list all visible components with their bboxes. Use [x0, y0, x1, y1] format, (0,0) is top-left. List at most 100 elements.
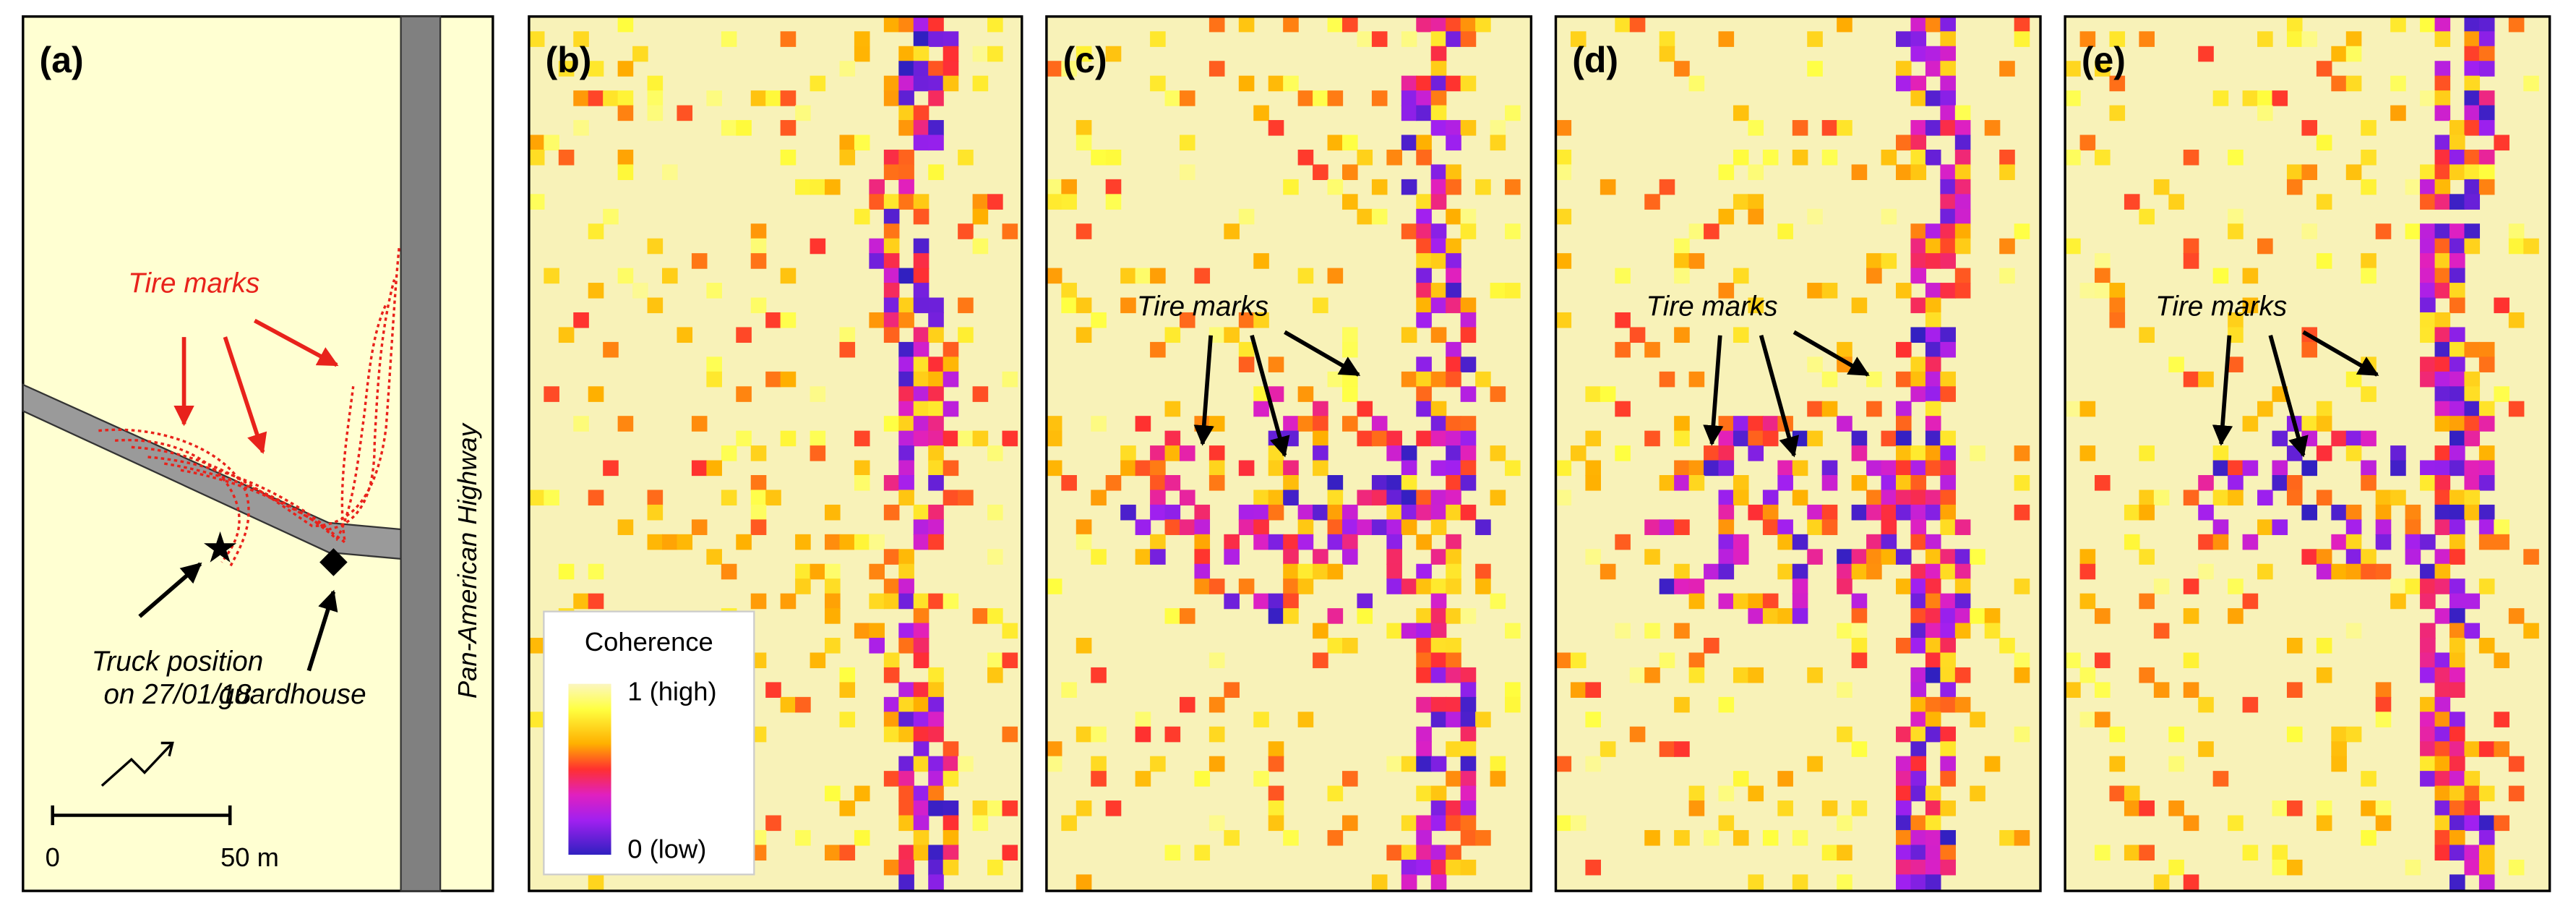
coherence-pixel — [2508, 756, 2525, 772]
coherence-pixel — [987, 16, 1003, 33]
panel-frame — [1554, 15, 2042, 892]
coherence-pixel — [1851, 800, 1868, 816]
coherence-pixel — [1704, 445, 1720, 461]
coherence-pixel — [943, 815, 959, 832]
coherence-pixel — [2478, 31, 2495, 47]
coherence-pixel — [1446, 741, 1461, 757]
coherence-pixel — [2420, 460, 2436, 477]
coherence-pixel — [1674, 519, 1690, 535]
coherence-pixel — [1164, 504, 1181, 521]
coherence-pixel — [1460, 785, 1477, 802]
coherence-pixel — [1940, 608, 1956, 624]
coherence-pixel — [1401, 445, 1417, 461]
coherence-pixel — [1401, 504, 1417, 521]
coherence-pixel — [1851, 445, 1868, 461]
coherence-pixel — [2405, 549, 2421, 565]
coherence-pixel — [1718, 430, 1735, 447]
coherence-pixel — [2434, 578, 2451, 594]
coherence-pixel — [1895, 31, 1912, 47]
coherence-pixel — [1777, 460, 1793, 477]
coherence-pixel — [1925, 327, 1941, 343]
coherence-pixel — [1925, 312, 1941, 328]
coherence-pixel — [2286, 682, 2303, 698]
coherence-pixel — [750, 445, 767, 461]
coherence-pixel — [1150, 549, 1166, 565]
coherence-pixel — [2257, 238, 2273, 255]
coherence-pixel — [1615, 341, 1631, 358]
coherence-pixel — [1837, 874, 1852, 890]
coherence-pixel — [1386, 490, 1402, 506]
coherence-pixel — [2494, 815, 2510, 832]
coherence-pixel — [928, 430, 944, 447]
coherence-pixel — [528, 134, 545, 151]
coherence-pixel — [2434, 253, 2451, 269]
coherence-pixel — [883, 504, 900, 521]
coherence-pixel — [825, 578, 841, 594]
coherence-pixel — [1401, 223, 1417, 239]
coherence-pixel — [2449, 578, 2465, 594]
coherence-pixel — [1570, 31, 1587, 47]
coherence-pixel — [1837, 16, 1852, 33]
coherence-pixel — [883, 416, 900, 432]
coherence-pixel — [2434, 726, 2451, 743]
coherence-pixel — [2478, 401, 2495, 417]
coherence-pixel — [617, 61, 634, 77]
coherence-pixel — [1283, 608, 1299, 624]
coherence-pixel — [1954, 268, 1971, 284]
coherence-pixel — [1895, 874, 1912, 890]
coherence-pixel — [1940, 386, 1956, 402]
coherence-pixel — [1208, 652, 1225, 669]
coherence-pixel — [1925, 223, 1941, 239]
coherence-pixel — [943, 371, 959, 388]
coherence-pixel — [2449, 608, 2465, 624]
coherence-pixel — [1704, 223, 1720, 239]
coherence-pixel — [2478, 164, 2495, 181]
coherence-pixel — [1430, 785, 1447, 802]
coherence-pixel — [2449, 829, 2465, 846]
coherence-pixel — [1925, 490, 1941, 506]
coherence-pixel — [2508, 859, 2525, 876]
coherence-pixel — [1460, 726, 1477, 743]
coherence-pixel — [1460, 208, 1477, 225]
coherence-pixel — [2420, 268, 2436, 284]
coherence-pixel — [2228, 208, 2244, 225]
coherence-pixel — [2508, 223, 2525, 239]
coherence-pixel — [810, 652, 826, 669]
coherence-pixel — [1342, 549, 1358, 565]
coherence-pixel — [1970, 608, 1985, 624]
coherence-pixel — [1446, 341, 1461, 358]
coherence-pixel — [2478, 356, 2495, 372]
coherence-pixel — [1371, 208, 1388, 225]
coherence-pixel — [1940, 430, 1956, 447]
coherence-pixel — [2257, 31, 2273, 47]
coherence-pixel — [1600, 563, 1616, 580]
coherence-pixel — [2478, 460, 2495, 477]
coherence-pixel — [2361, 800, 2377, 816]
coherence-pixel — [2301, 341, 2318, 358]
coherence-pixel — [1401, 134, 1417, 151]
coherence-pixel — [1460, 756, 1477, 772]
coherence-pixel — [603, 460, 619, 477]
scale-bar — [51, 805, 232, 826]
coherence-pixel — [1910, 75, 1927, 92]
coherence-pixel — [869, 593, 885, 610]
coherence-pixel — [1659, 371, 1675, 388]
coherence-pixel — [1179, 164, 1195, 181]
coherence-pixel — [1313, 460, 1328, 477]
coherence-pixel — [1807, 61, 1823, 77]
coherence-pixel — [2257, 105, 2273, 121]
coherence-pixel — [1659, 519, 1675, 535]
coherence-pixel — [1416, 845, 1432, 861]
coherence-panels — [528, 16, 2550, 892]
coherence-pixel — [1430, 46, 1447, 62]
coherence-pixel — [1644, 519, 1660, 535]
coherence-pixel — [2434, 815, 2451, 832]
coherence-pixel — [1505, 696, 1521, 713]
coherence-pixel — [1954, 667, 1971, 683]
coherence-pixel — [1954, 519, 1971, 535]
coherence-pixel — [1792, 120, 1808, 136]
coherence-pixel — [1718, 785, 1735, 802]
coherence-pixel — [1792, 563, 1808, 580]
arrow — [2268, 335, 2309, 458]
coherence-pixel — [883, 75, 900, 92]
